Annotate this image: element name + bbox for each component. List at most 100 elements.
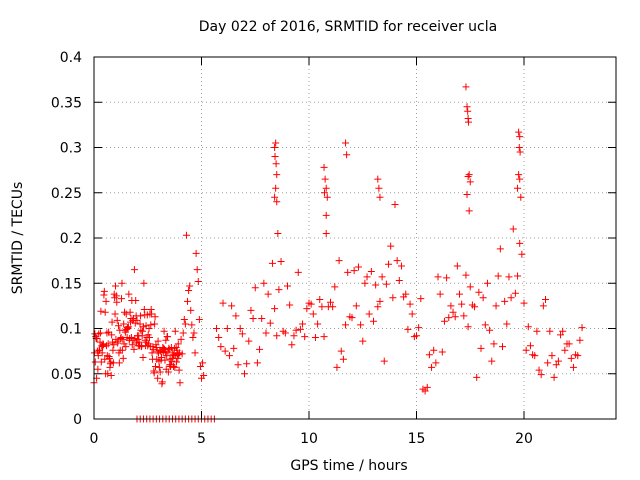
data-point: [483, 279, 491, 287]
data-point: [554, 357, 562, 365]
data-point: [245, 337, 253, 345]
data-point: [95, 330, 103, 338]
data-point: [421, 387, 429, 395]
y-tick-label: 0.25: [51, 186, 82, 202]
data-point: [466, 178, 474, 186]
data-point: [425, 351, 433, 359]
data-point: [101, 308, 109, 316]
data-point: [337, 347, 345, 355]
data-point: [115, 359, 123, 367]
data-point: [182, 231, 190, 239]
data-point: [542, 296, 549, 304]
data-point: [475, 288, 483, 296]
y-tick-label: 0.35: [51, 95, 82, 111]
data-point: [179, 329, 187, 337]
data-point: [94, 352, 102, 360]
data-point: [488, 357, 496, 365]
data-point: [382, 280, 390, 288]
data-point: [569, 363, 577, 371]
data-point: [496, 245, 504, 253]
data-point: [460, 312, 468, 320]
data-point: [275, 286, 283, 294]
data-point: [151, 363, 159, 371]
data-point: [112, 282, 119, 290]
data-point: [188, 321, 196, 329]
data-point: [354, 263, 362, 271]
data-point: [118, 295, 126, 303]
y-tick-label: 0.4: [60, 50, 82, 66]
data-point: [477, 344, 485, 352]
data-point: [273, 198, 281, 206]
data-point: [130, 345, 138, 353]
data-point: [321, 175, 329, 183]
data-point: [374, 303, 382, 311]
data-point: [105, 354, 113, 362]
data-point: [271, 144, 279, 151]
data-point: [576, 336, 584, 344]
data-point: [417, 295, 425, 303]
data-point: [232, 312, 240, 320]
data-point: [494, 272, 502, 280]
data-point: [156, 368, 164, 376]
data-point: [164, 333, 172, 341]
data-point: [151, 313, 159, 321]
data-point: [465, 207, 473, 215]
data-point: [327, 298, 334, 306]
data-point: [514, 184, 522, 192]
data-point: [122, 310, 130, 318]
data-point: [535, 366, 543, 374]
data-point: [516, 133, 524, 141]
data-point: [122, 343, 130, 351]
data-point: [515, 144, 523, 151]
data-point: [479, 294, 487, 302]
data-point: [515, 171, 523, 179]
data-point: [367, 267, 375, 275]
data-point: [102, 342, 110, 350]
data-point: [331, 283, 339, 291]
data-point: [110, 341, 118, 349]
data-point: [318, 303, 326, 311]
data-point: [438, 348, 446, 356]
data-point: [180, 315, 188, 323]
data-point: [113, 298, 121, 306]
data-point: [514, 272, 522, 280]
data-point: [357, 321, 365, 329]
data-point: [376, 193, 384, 201]
data-point: [462, 83, 470, 91]
data-point: [113, 316, 121, 324]
data-point: [481, 321, 489, 329]
data-point: [307, 300, 315, 308]
data-point: [451, 313, 459, 321]
data-point: [511, 289, 519, 297]
data-point: [333, 363, 341, 371]
grid-lines: [94, 57, 616, 419]
data-point: [458, 300, 466, 308]
data-point: [170, 363, 178, 371]
data-point: [281, 329, 289, 337]
x-tick-label: 5: [197, 431, 206, 447]
y-tick-label: 0: [73, 412, 82, 428]
data-point: [175, 366, 183, 374]
data-point: [221, 347, 229, 355]
data-point: [262, 329, 270, 337]
data-point: [118, 346, 126, 354]
data-point: [434, 273, 442, 281]
data-point: [130, 266, 138, 274]
data-point: [104, 340, 112, 348]
data-point: [154, 374, 162, 382]
data-point: [499, 343, 506, 351]
data-point: [374, 175, 382, 183]
data-point: [98, 349, 106, 357]
data-point: [175, 351, 183, 359]
data-point: [537, 371, 545, 379]
x-tick-label: 10: [300, 431, 318, 447]
data-point: [350, 267, 358, 275]
data-point: [464, 172, 472, 180]
data-point: [163, 352, 171, 360]
data-point: [372, 281, 380, 289]
data-point: [404, 325, 412, 333]
data-point: [365, 310, 373, 318]
data-point: [290, 332, 298, 340]
data-point: [490, 340, 498, 348]
data-point: [196, 363, 204, 371]
